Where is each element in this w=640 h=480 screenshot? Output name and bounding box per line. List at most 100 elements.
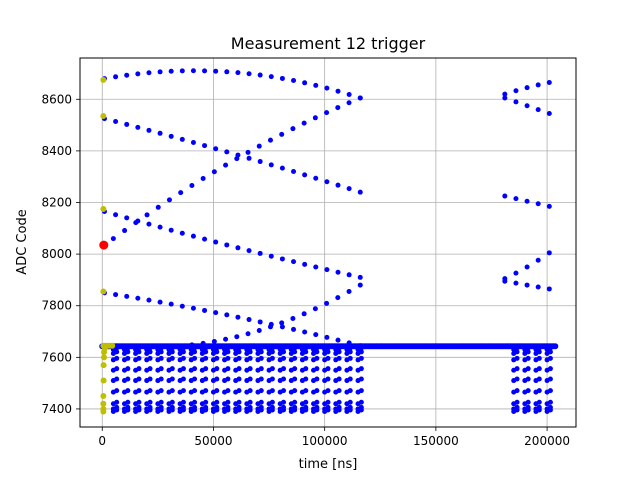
arc-point [346,91,352,97]
cluster-point [147,376,153,382]
arc-point [135,124,141,130]
cluster-point [547,345,553,351]
cluster-point [358,399,364,405]
arc-point [313,82,319,88]
cluster-point [214,388,220,394]
arc-point [235,70,241,76]
arc-point [179,303,185,309]
arc-point [535,201,541,207]
cluster-point [525,355,531,361]
arc-point [335,88,341,94]
arc-point [202,68,208,74]
cluster-point [336,388,342,394]
arc-point [312,306,318,312]
cluster-point [247,404,253,410]
cluster-point [281,388,287,394]
cluster-point [169,376,175,382]
arc-point [313,175,319,181]
arc-point [246,71,252,77]
arc-point [279,256,285,262]
y-tick-label: 8400 [41,144,72,158]
cluster-point [169,366,175,372]
cluster-point [514,366,520,372]
arc-point [157,69,163,75]
arc-point [546,80,552,86]
arc-point [267,137,273,143]
cluster-point [225,366,231,372]
arc-point [279,320,285,326]
arc-point [302,172,308,178]
cluster-point [125,366,131,372]
cluster-point [136,399,142,405]
cluster-point [158,355,164,361]
cluster-point [547,399,553,405]
yellow-point [109,342,116,349]
cluster-point [325,366,331,372]
arc-point [202,307,208,313]
cluster-point [292,376,298,382]
arc-point [144,212,150,218]
cluster-point [136,376,142,382]
arc-point [155,344,161,350]
arc-point [135,71,141,77]
cluster-point [147,355,153,361]
cluster-point [281,345,287,351]
cluster-point [258,399,264,405]
arc-point [535,82,541,88]
cluster-point [358,404,364,410]
cluster-point [247,399,253,405]
cluster-point [281,399,287,405]
cluster-point [347,366,353,372]
cluster-point [158,388,164,394]
arc-point [524,85,530,91]
arc-point [346,186,352,192]
cluster-point [114,355,120,361]
arc-point [246,155,252,161]
cluster-point [203,388,209,394]
arc-point [168,227,174,233]
cluster-point [525,388,531,394]
arc-point [513,270,519,276]
arc-point [113,74,119,80]
arc-point [179,230,185,236]
cluster-point [258,388,264,394]
cluster-point [192,404,198,410]
cluster-point [136,366,142,372]
cluster-point [358,355,364,361]
cluster-point [203,404,209,410]
arc-point [245,331,251,337]
arc-point [190,139,196,145]
arc-point [122,228,128,234]
arc-point [524,282,530,288]
cluster-point [214,404,220,410]
arc-point [546,203,552,209]
cluster-point [536,366,542,372]
cluster-point [514,404,520,410]
cluster-point [292,345,298,351]
arc-point [133,344,139,350]
cluster-point [203,376,209,382]
cluster-point [536,404,542,410]
cluster-point [547,388,553,394]
y-axis-ticks: 7400 7600 7800 8000 8200 8400 8600 [41,92,80,416]
cluster-point [292,399,298,405]
arc-point [335,337,341,343]
cluster-point [514,376,520,382]
cluster-point [247,355,253,361]
y-tick-label: 7600 [41,350,72,364]
cluster-point [336,355,342,361]
arc-point [124,72,130,78]
arc-point [211,169,217,175]
cluster-point [325,345,331,351]
cluster-point [203,399,209,405]
arc-point [122,344,128,350]
cluster-point [236,366,242,372]
cluster-point [269,404,275,410]
arc-point [513,196,519,202]
cluster-point [358,366,364,372]
cluster-point [336,366,342,372]
chart-title: Measurement 12 trigger [231,34,426,53]
cluster-point [147,366,153,372]
yellow-point [100,393,107,400]
arc-point [146,127,152,133]
